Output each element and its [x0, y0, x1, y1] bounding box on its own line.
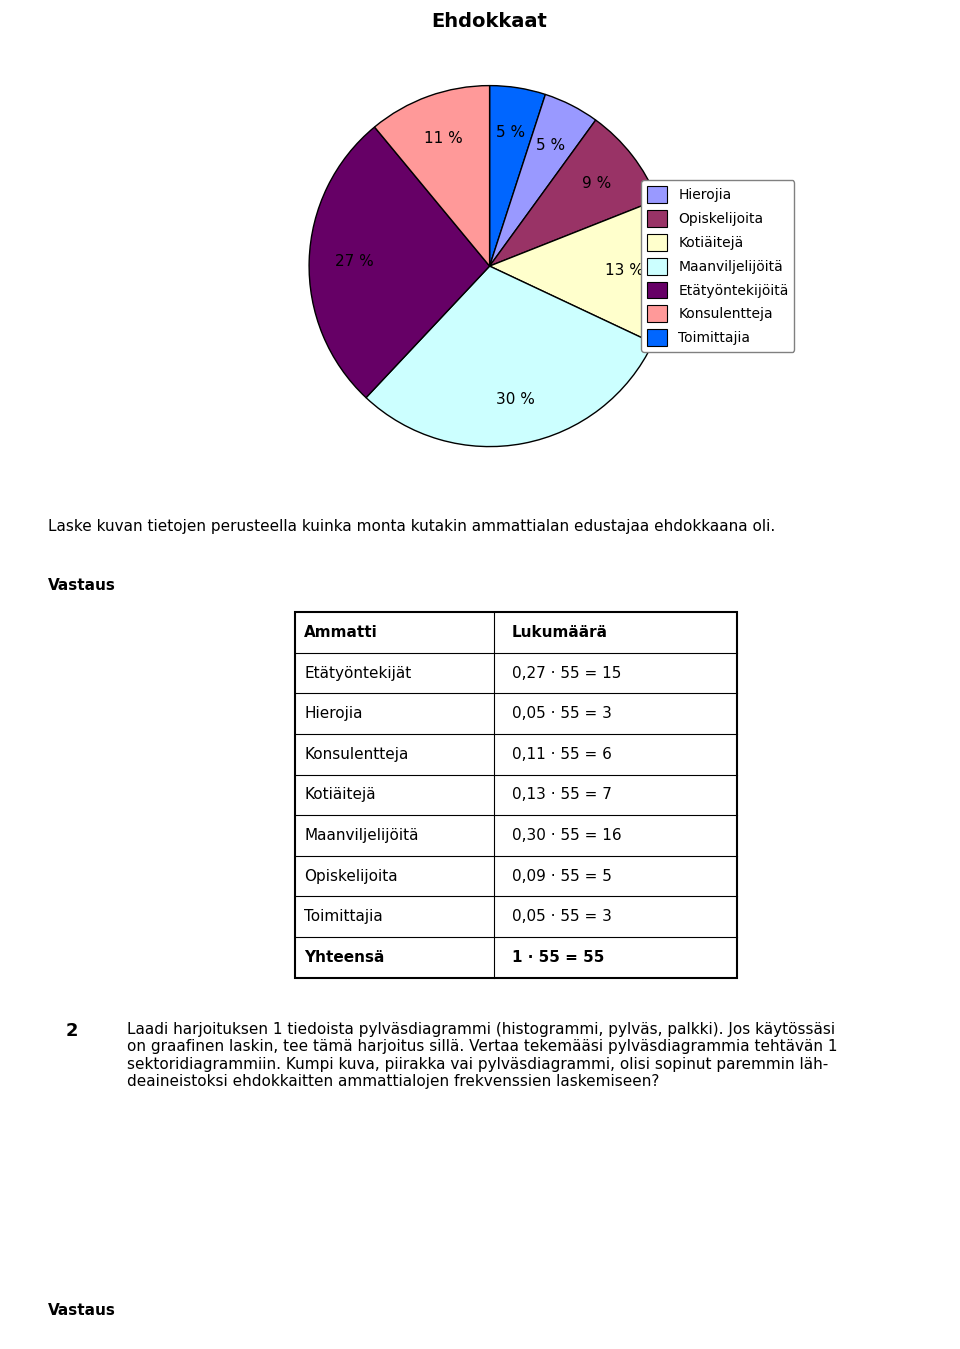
Text: 0,30 · 55 = 16: 0,30 · 55 = 16	[512, 828, 621, 843]
Text: Konsulentteja: Konsulentteja	[304, 747, 409, 762]
Text: 0,05 · 55 = 3: 0,05 · 55 = 3	[512, 909, 612, 924]
Text: Opiskelijoita: Opiskelijoita	[304, 869, 397, 884]
Text: Maanviljelijöitä: Maanviljelijöitä	[304, 828, 419, 843]
Text: Vastaus: Vastaus	[48, 579, 116, 594]
Text: 27 %: 27 %	[335, 255, 373, 270]
Wedge shape	[490, 94, 596, 266]
Text: 1 · 55 = 55: 1 · 55 = 55	[512, 950, 604, 965]
Text: Lukumäärä: Lukumäärä	[512, 625, 608, 639]
Text: 9 %: 9 %	[582, 175, 612, 190]
Wedge shape	[374, 85, 490, 266]
Text: Yhteensä: Yhteensä	[304, 950, 385, 965]
Text: Kotiäitejä: Kotiäitejä	[304, 788, 375, 803]
Text: 13 %: 13 %	[606, 263, 644, 278]
Text: 2: 2	[65, 1023, 78, 1040]
Text: Laadi harjoituksen 1 tiedoista pylväsdiagrammi (histogrammi, pylväs, palkki). Jo: Laadi harjoituksen 1 tiedoista pylväsdia…	[128, 1023, 838, 1089]
Wedge shape	[490, 200, 670, 343]
Text: Laske kuvan tietojen perusteella kuinka monta kutakin ammattialan edustajaa ehdo: Laske kuvan tietojen perusteella kuinka …	[48, 519, 776, 534]
Text: Toimittajia: Toimittajia	[304, 909, 383, 924]
Title: Ehdokkaat: Ehdokkaat	[432, 12, 547, 31]
Text: 30 %: 30 %	[495, 391, 535, 406]
Text: 5 %: 5 %	[496, 125, 525, 140]
Text: 0,05 · 55 = 3: 0,05 · 55 = 3	[512, 707, 612, 722]
Text: 0,27 · 55 = 15: 0,27 · 55 = 15	[512, 665, 621, 681]
Legend: Hierojia, Opiskelijoita, Kotiäitejä, Maanviljelijöitä, Etätyöntekijöitä, Konsule: Hierojia, Opiskelijoita, Kotiäitejä, Maa…	[641, 181, 794, 352]
Text: deaineistoksi ehdokkaitten ammattialojen frekvenssien laskemiseen?: deaineistoksi ehdokkaitten ammattialojen…	[128, 1256, 664, 1271]
Text: Etätyöntekijät: Etätyöntekijät	[304, 665, 412, 681]
Text: Vastaus: Vastaus	[48, 1303, 116, 1318]
Text: Hierojia: Hierojia	[304, 707, 363, 722]
Text: 0,11 · 55 = 6: 0,11 · 55 = 6	[512, 747, 612, 762]
Text: 5 %: 5 %	[537, 138, 565, 152]
Text: 0,09 · 55 = 5: 0,09 · 55 = 5	[512, 869, 612, 884]
Wedge shape	[490, 120, 658, 266]
Wedge shape	[366, 266, 653, 447]
Text: 0,13 · 55 = 7: 0,13 · 55 = 7	[512, 788, 612, 803]
Text: Laadi harjoituksen 1 tiedoista pylväsdiagrammi (histogrammi, pylväs, palkki). Jo: Laadi harjoituksen 1 tiedoista pylväsdia…	[128, 1023, 838, 1089]
Wedge shape	[309, 127, 490, 398]
Wedge shape	[490, 85, 545, 266]
Text: Ammatti: Ammatti	[304, 625, 378, 639]
Text: 11 %: 11 %	[424, 131, 463, 146]
